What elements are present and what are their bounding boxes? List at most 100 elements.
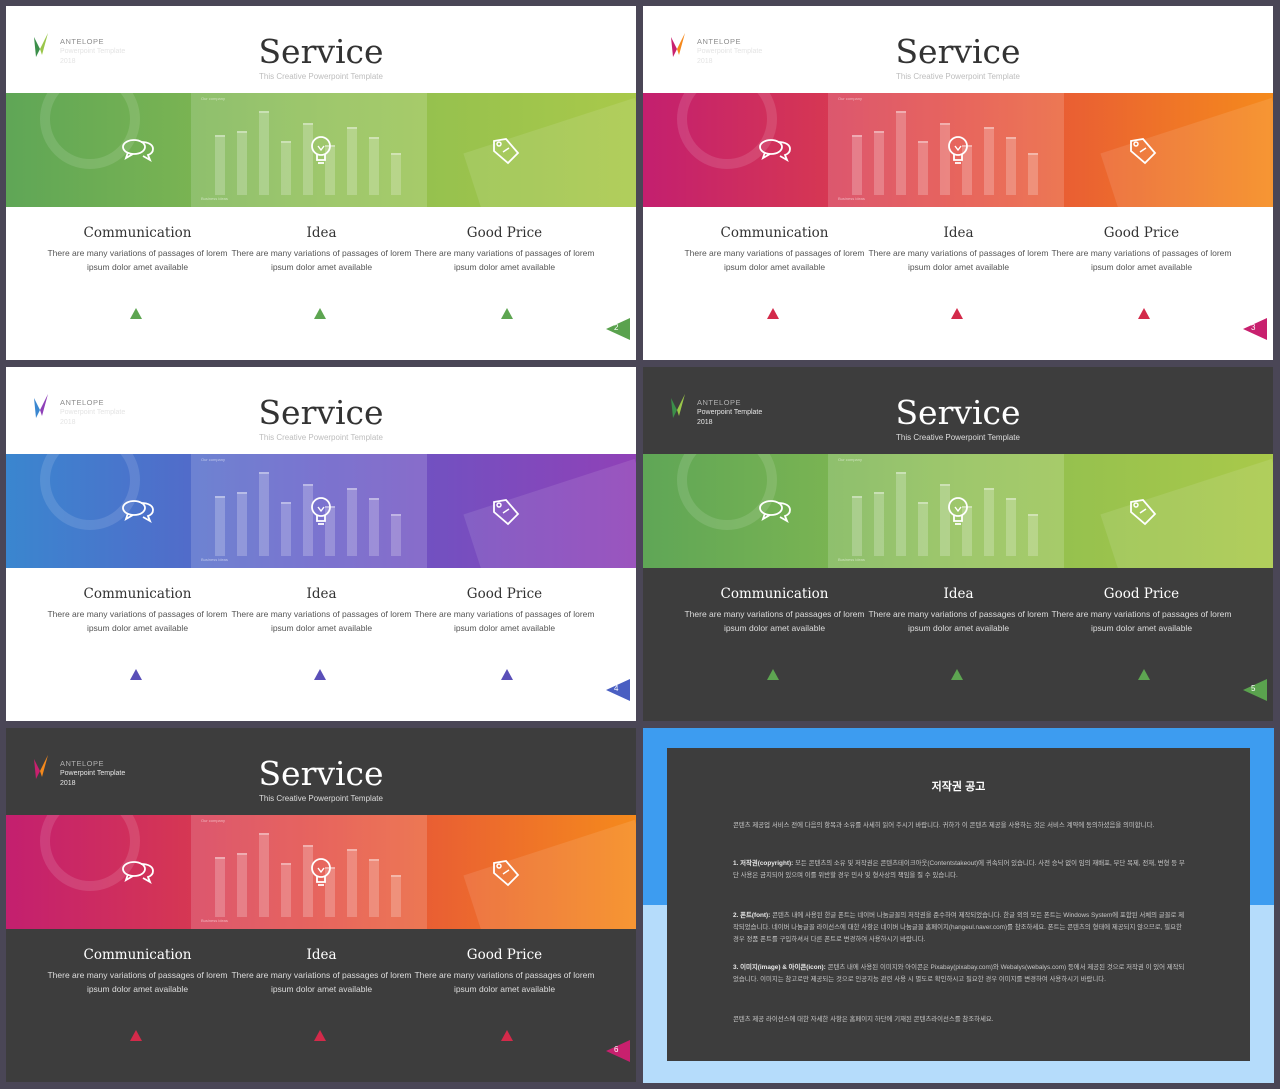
triangle-marker-icon <box>314 1030 326 1041</box>
lightbulb-icon <box>948 136 968 164</box>
service-column: Idea There are many variations of passage… <box>867 224 1050 274</box>
brand-line: Powerpoint Template <box>60 48 126 55</box>
service-column: Communication There are many variations o… <box>683 224 866 274</box>
brand-year: 2018 <box>60 58 76 65</box>
triangle-marker-icon <box>130 669 142 680</box>
slide-subtitle: This Creative Powerpoint Template <box>259 794 383 803</box>
column-text: There are many variations of passages of… <box>47 970 228 994</box>
lightbulb-icon <box>311 497 331 525</box>
column-text: There are many variations of passages of… <box>414 609 595 633</box>
chart-label: Our company <box>838 457 863 462</box>
notice-image-paragraph: 3. 이미지(image) & 아이콘(icon): 콘텐츠 내에 사용된 이미… <box>733 962 1188 986</box>
chart-bar <box>215 496 225 556</box>
column-heading: Good Price <box>466 586 543 602</box>
slide-4[interactable]: ANTELOPE Powerpoint Template 2018 Servic… <box>6 367 636 721</box>
slide-3[interactable]: ANTELOPE Powerpoint Template 2018 Servic… <box>643 6 1273 360</box>
chart-bar <box>918 141 928 195</box>
chart-bar <box>1028 153 1038 195</box>
speech-bubbles-icon <box>122 500 154 524</box>
slide-title: Service <box>895 32 1021 71</box>
service-column: Good Price There are many variations of p… <box>413 946 596 996</box>
chart-bar <box>259 833 269 917</box>
price-tag-icon <box>1130 499 1157 526</box>
notice-title: 저작권 공고 <box>931 781 986 793</box>
chart-bar <box>852 496 862 556</box>
chart-bar <box>369 498 379 556</box>
speech-bubbles-icon <box>122 861 154 885</box>
antelope-logo <box>34 755 48 779</box>
page-number-badge: 2 <box>606 318 630 340</box>
service-column: Idea There are many variations of passage… <box>230 946 413 996</box>
column-text: There are many variations of passages of… <box>684 609 865 633</box>
column-heading: Communication <box>720 586 829 602</box>
notice-copyright-heading: 1. 저작권(copyright): <box>733 860 794 867</box>
notice-copyright-paragraph: 1. 저작권(copyright): 모든 콘텐츠의 소유 및 저작권은 콘텐츠… <box>733 858 1188 882</box>
chart-bar <box>896 472 906 556</box>
slide-6[interactable]: ANTELOPE Powerpoint Template 2018 Servic… <box>6 728 636 1082</box>
brand-year: 2018 <box>697 419 713 426</box>
image-band: Our company Business ideas <box>6 93 636 207</box>
slide-2[interactable]: ANTELOPE Powerpoint Template 2018 Servic… <box>6 6 636 360</box>
slide-subtitle: This Creative Powerpoint Template <box>896 433 1020 442</box>
chart-bar <box>391 514 401 556</box>
column-text: There are many variations of passages of… <box>47 609 228 633</box>
column-text: There are many variations of passages of… <box>684 248 865 272</box>
chart-footer: Business ideas <box>201 196 228 201</box>
brand-block: ANTELOPE Powerpoint Template 2018 <box>60 398 125 428</box>
slide-title: Service <box>258 393 384 432</box>
page-number: 3 <box>1251 323 1256 332</box>
chart-bar <box>347 127 357 195</box>
lightbulb-icon <box>311 858 331 886</box>
brand-name: ANTELOPE <box>60 37 105 46</box>
brand-line: Powerpoint Template <box>60 409 126 416</box>
column-text: There are many variations of passages of… <box>414 970 595 994</box>
triangle-marker-icon <box>314 669 326 680</box>
triangle-marker-icon <box>130 1030 142 1041</box>
triangle-marker-icon <box>1138 669 1150 680</box>
column-heading: Communication <box>720 225 829 241</box>
chart-footer: Business ideas <box>201 918 228 923</box>
chart-bar <box>1006 498 1016 556</box>
chart-bar <box>369 137 379 195</box>
triangle-marker-icon <box>1138 308 1150 319</box>
triangle-marker-icon <box>767 308 779 319</box>
brand-block: ANTELOPE Powerpoint Template 2018 <box>60 759 125 789</box>
page-number: 6 <box>614 1045 619 1054</box>
column-heading: Good Price <box>1103 586 1180 602</box>
slide-title: Service <box>258 754 384 793</box>
service-column: Good Price There are many variations of p… <box>1050 224 1233 274</box>
triangle-marker-icon <box>501 1030 513 1041</box>
page-number-badge: 4 <box>606 679 630 701</box>
chart-bar <box>259 472 269 556</box>
column-text: There are many variations of passages of… <box>231 609 412 633</box>
copyright-notice-slide[interactable]: 저작권 공고 콘텐츠 제공업 서비스 전에 다음의 항목과 소유를 사세히 읽어… <box>643 728 1274 1083</box>
triangle-marker-icon <box>951 308 963 319</box>
chart-bar <box>940 484 950 556</box>
price-tag-icon <box>493 138 520 165</box>
column-heading: Idea <box>943 225 974 241</box>
column-text: There are many variations of passages of… <box>231 248 412 272</box>
slide-5[interactable]: ANTELOPE Powerpoint Template 2018 Servic… <box>643 367 1273 721</box>
image-band: Our company Business ideas <box>6 454 636 568</box>
service-column: Good Price There are many variations of p… <box>1050 585 1233 635</box>
chart-bar <box>1028 514 1038 556</box>
antelope-logo <box>671 33 685 57</box>
notice-image-text: 콘텐츠 내에 사용된 이미지와 아이콘은 Pixabay(pixabay.com… <box>733 964 1185 983</box>
chart-label: Our company <box>201 818 226 823</box>
speech-bubbles-icon <box>759 139 791 163</box>
service-column: Communication There are many variations o… <box>683 585 866 635</box>
speech-bubbles-icon <box>122 139 154 163</box>
image-band: Our company Business ideas <box>6 815 636 929</box>
image-band: Our company Business ideas <box>643 454 1273 568</box>
brand-year: 2018 <box>60 780 76 787</box>
price-tag-icon <box>1130 138 1157 165</box>
chart-label: Our company <box>838 96 863 101</box>
chart-bar <box>281 141 291 195</box>
column-heading: Communication <box>83 586 192 602</box>
service-column: Idea There are many variations of passage… <box>230 224 413 274</box>
lightbulb-icon <box>311 136 331 164</box>
slide-subtitle: This Creative Powerpoint Template <box>896 72 1020 81</box>
brand-block: ANTELOPE Powerpoint Template 2018 <box>60 37 125 67</box>
page-number: 5 <box>1251 684 1256 693</box>
background-chart: Our company Business ideas <box>191 93 427 207</box>
